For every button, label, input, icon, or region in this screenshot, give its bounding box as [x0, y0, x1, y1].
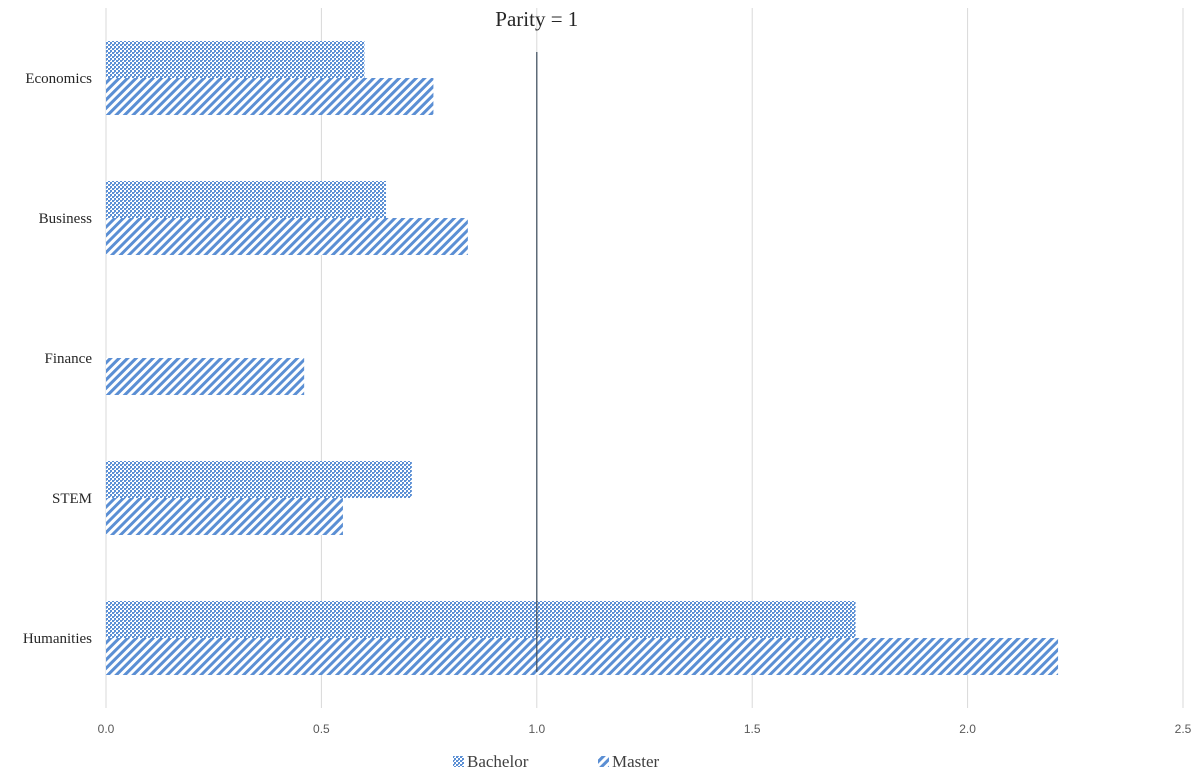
category-label: Finance — [45, 351, 93, 367]
bar-master-economics — [106, 78, 434, 115]
category-label: Humanities — [23, 631, 92, 647]
legend-item-bachelor: Bachelor — [453, 752, 529, 771]
bar-bachelor-business — [106, 181, 387, 218]
x-tick-label: 2.0 — [959, 722, 976, 736]
legend-swatch-bachelor — [453, 756, 464, 767]
category-label: Business — [39, 211, 93, 227]
parity-annotation: Parity = 1 — [495, 7, 578, 31]
legend-label-master: Master — [612, 752, 660, 771]
x-tick-label: 0.5 — [313, 722, 330, 736]
bar-bachelor-economics — [106, 41, 365, 78]
legend-label-bachelor: Bachelor — [467, 752, 529, 771]
category-labels: Economics Business Finance STEM Humanities — [23, 71, 92, 647]
legend: Bachelor Master — [453, 752, 660, 771]
bar-bachelor-stem — [106, 461, 412, 498]
x-tick-labels: 0.0 0.5 1.0 1.5 2.0 2.5 — [98, 722, 1192, 736]
x-tick-label: 2.5 — [1175, 722, 1192, 736]
x-tick-label: 1.0 — [528, 722, 545, 736]
bar-master-humanities — [106, 638, 1059, 675]
x-tick-label: 1.5 — [744, 722, 761, 736]
bar-master-stem — [106, 498, 343, 535]
legend-item-master: Master — [598, 752, 660, 771]
category-label: Economics — [25, 71, 92, 87]
reference-line-group: Parity = 1 — [495, 7, 578, 672]
legend-swatch-master — [598, 756, 609, 767]
bar-master-business — [106, 218, 468, 255]
x-tick-label: 0.0 — [98, 722, 115, 736]
bars — [106, 41, 1059, 675]
bar-bachelor-humanities — [106, 601, 856, 638]
category-label: STEM — [52, 491, 92, 507]
bar-master-finance — [106, 358, 305, 395]
